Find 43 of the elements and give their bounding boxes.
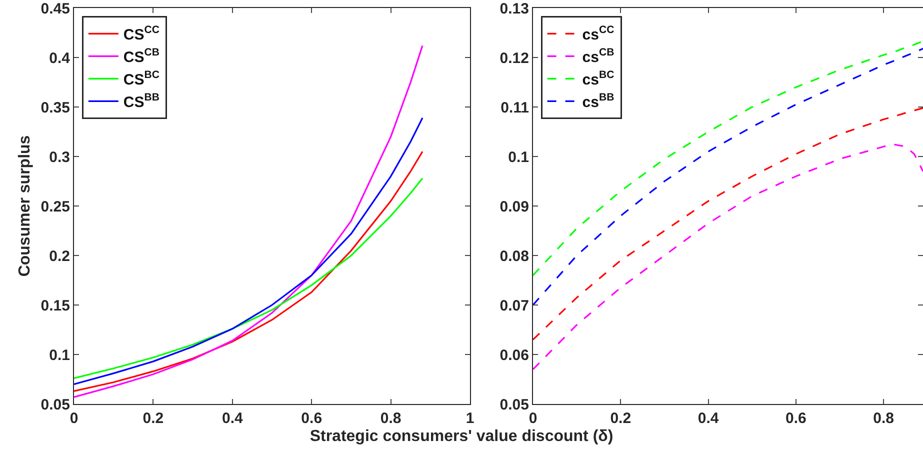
x-tick-label: 0.8 xyxy=(380,410,402,427)
y-tick-label: 0.09 xyxy=(500,198,529,216)
y-tick-label: 0.4 xyxy=(49,50,71,67)
legend-label: CS$^{BC}$ xyxy=(123,69,160,89)
y-axis-title: Cousumer surplus xyxy=(16,135,34,277)
y-tick-label: 0.3 xyxy=(49,148,70,166)
y-tick-label: 0.12 xyxy=(500,50,529,67)
x-tick-label: 0.2 xyxy=(142,410,164,427)
y-tick-label: 0.07 xyxy=(500,297,529,314)
y-tick-label: 0.15 xyxy=(40,297,70,314)
y-tick-label: 0.08 xyxy=(500,248,529,265)
x-axis-title: Strategic consumers' value discount (δ) xyxy=(308,428,614,446)
legend-label: CS$^{CC}$ xyxy=(123,24,160,44)
legend-label: cs$^{CB}$ xyxy=(582,46,615,66)
legend-label: cs$^{BB}$ xyxy=(582,92,615,112)
line-series xyxy=(74,44,424,398)
y-tick-label: 0.11 xyxy=(500,99,529,116)
legend-label: CS$^{BB}$ xyxy=(123,92,160,112)
x-tick-label: 0.8 xyxy=(873,410,894,427)
x-tick-label: 0.6 xyxy=(785,410,806,427)
y-tick-label: 0.2 xyxy=(49,248,70,265)
x-tick-label: 1 xyxy=(466,410,474,427)
line-series xyxy=(533,143,923,370)
line-series xyxy=(74,177,424,380)
y-tick-label: 0.05 xyxy=(40,396,70,414)
legend-label: cs$^{BC}$ xyxy=(582,69,615,89)
legend-label: CS$^{CB}$ xyxy=(123,46,160,66)
y-tick-label: 0.1 xyxy=(508,148,529,166)
line-series xyxy=(533,107,923,340)
y-tick-label: 0.35 xyxy=(40,99,70,116)
x-tick-label: 0.2 xyxy=(610,410,632,427)
y-tick-label: 0.45 xyxy=(40,0,70,18)
y-tick-label: 0.25 xyxy=(40,198,70,216)
y-tick-label: 0.05 xyxy=(500,396,529,414)
x-tick-label: 0 xyxy=(528,410,538,427)
legend-label: cs$^{CC}$ xyxy=(582,24,615,44)
x-tick-label: 0.4 xyxy=(222,410,244,427)
y-tick-label: 0.13 xyxy=(500,0,529,18)
y-tick-label: 0.1 xyxy=(49,346,70,364)
x-tick-label: 0.6 xyxy=(301,410,322,427)
x-tick-label: 0.4 xyxy=(698,410,720,427)
x-tick-label: 0 xyxy=(70,410,78,427)
y-tick-label: 0.06 xyxy=(500,346,529,364)
